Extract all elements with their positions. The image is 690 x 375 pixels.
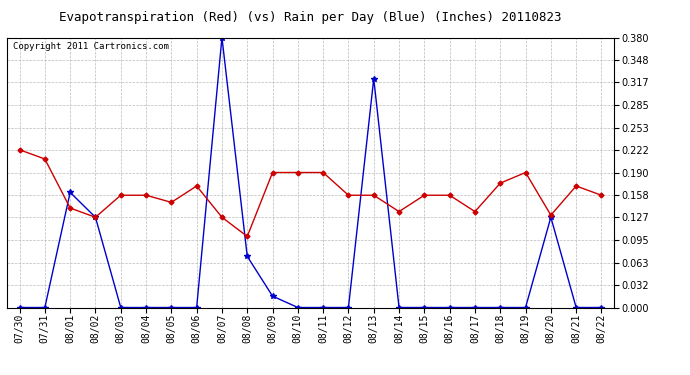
Text: Copyright 2011 Cartronics.com: Copyright 2011 Cartronics.com	[13, 42, 169, 51]
Text: Evapotranspiration (Red) (vs) Rain per Day (Blue) (Inches) 20110823: Evapotranspiration (Red) (vs) Rain per D…	[59, 11, 562, 24]
